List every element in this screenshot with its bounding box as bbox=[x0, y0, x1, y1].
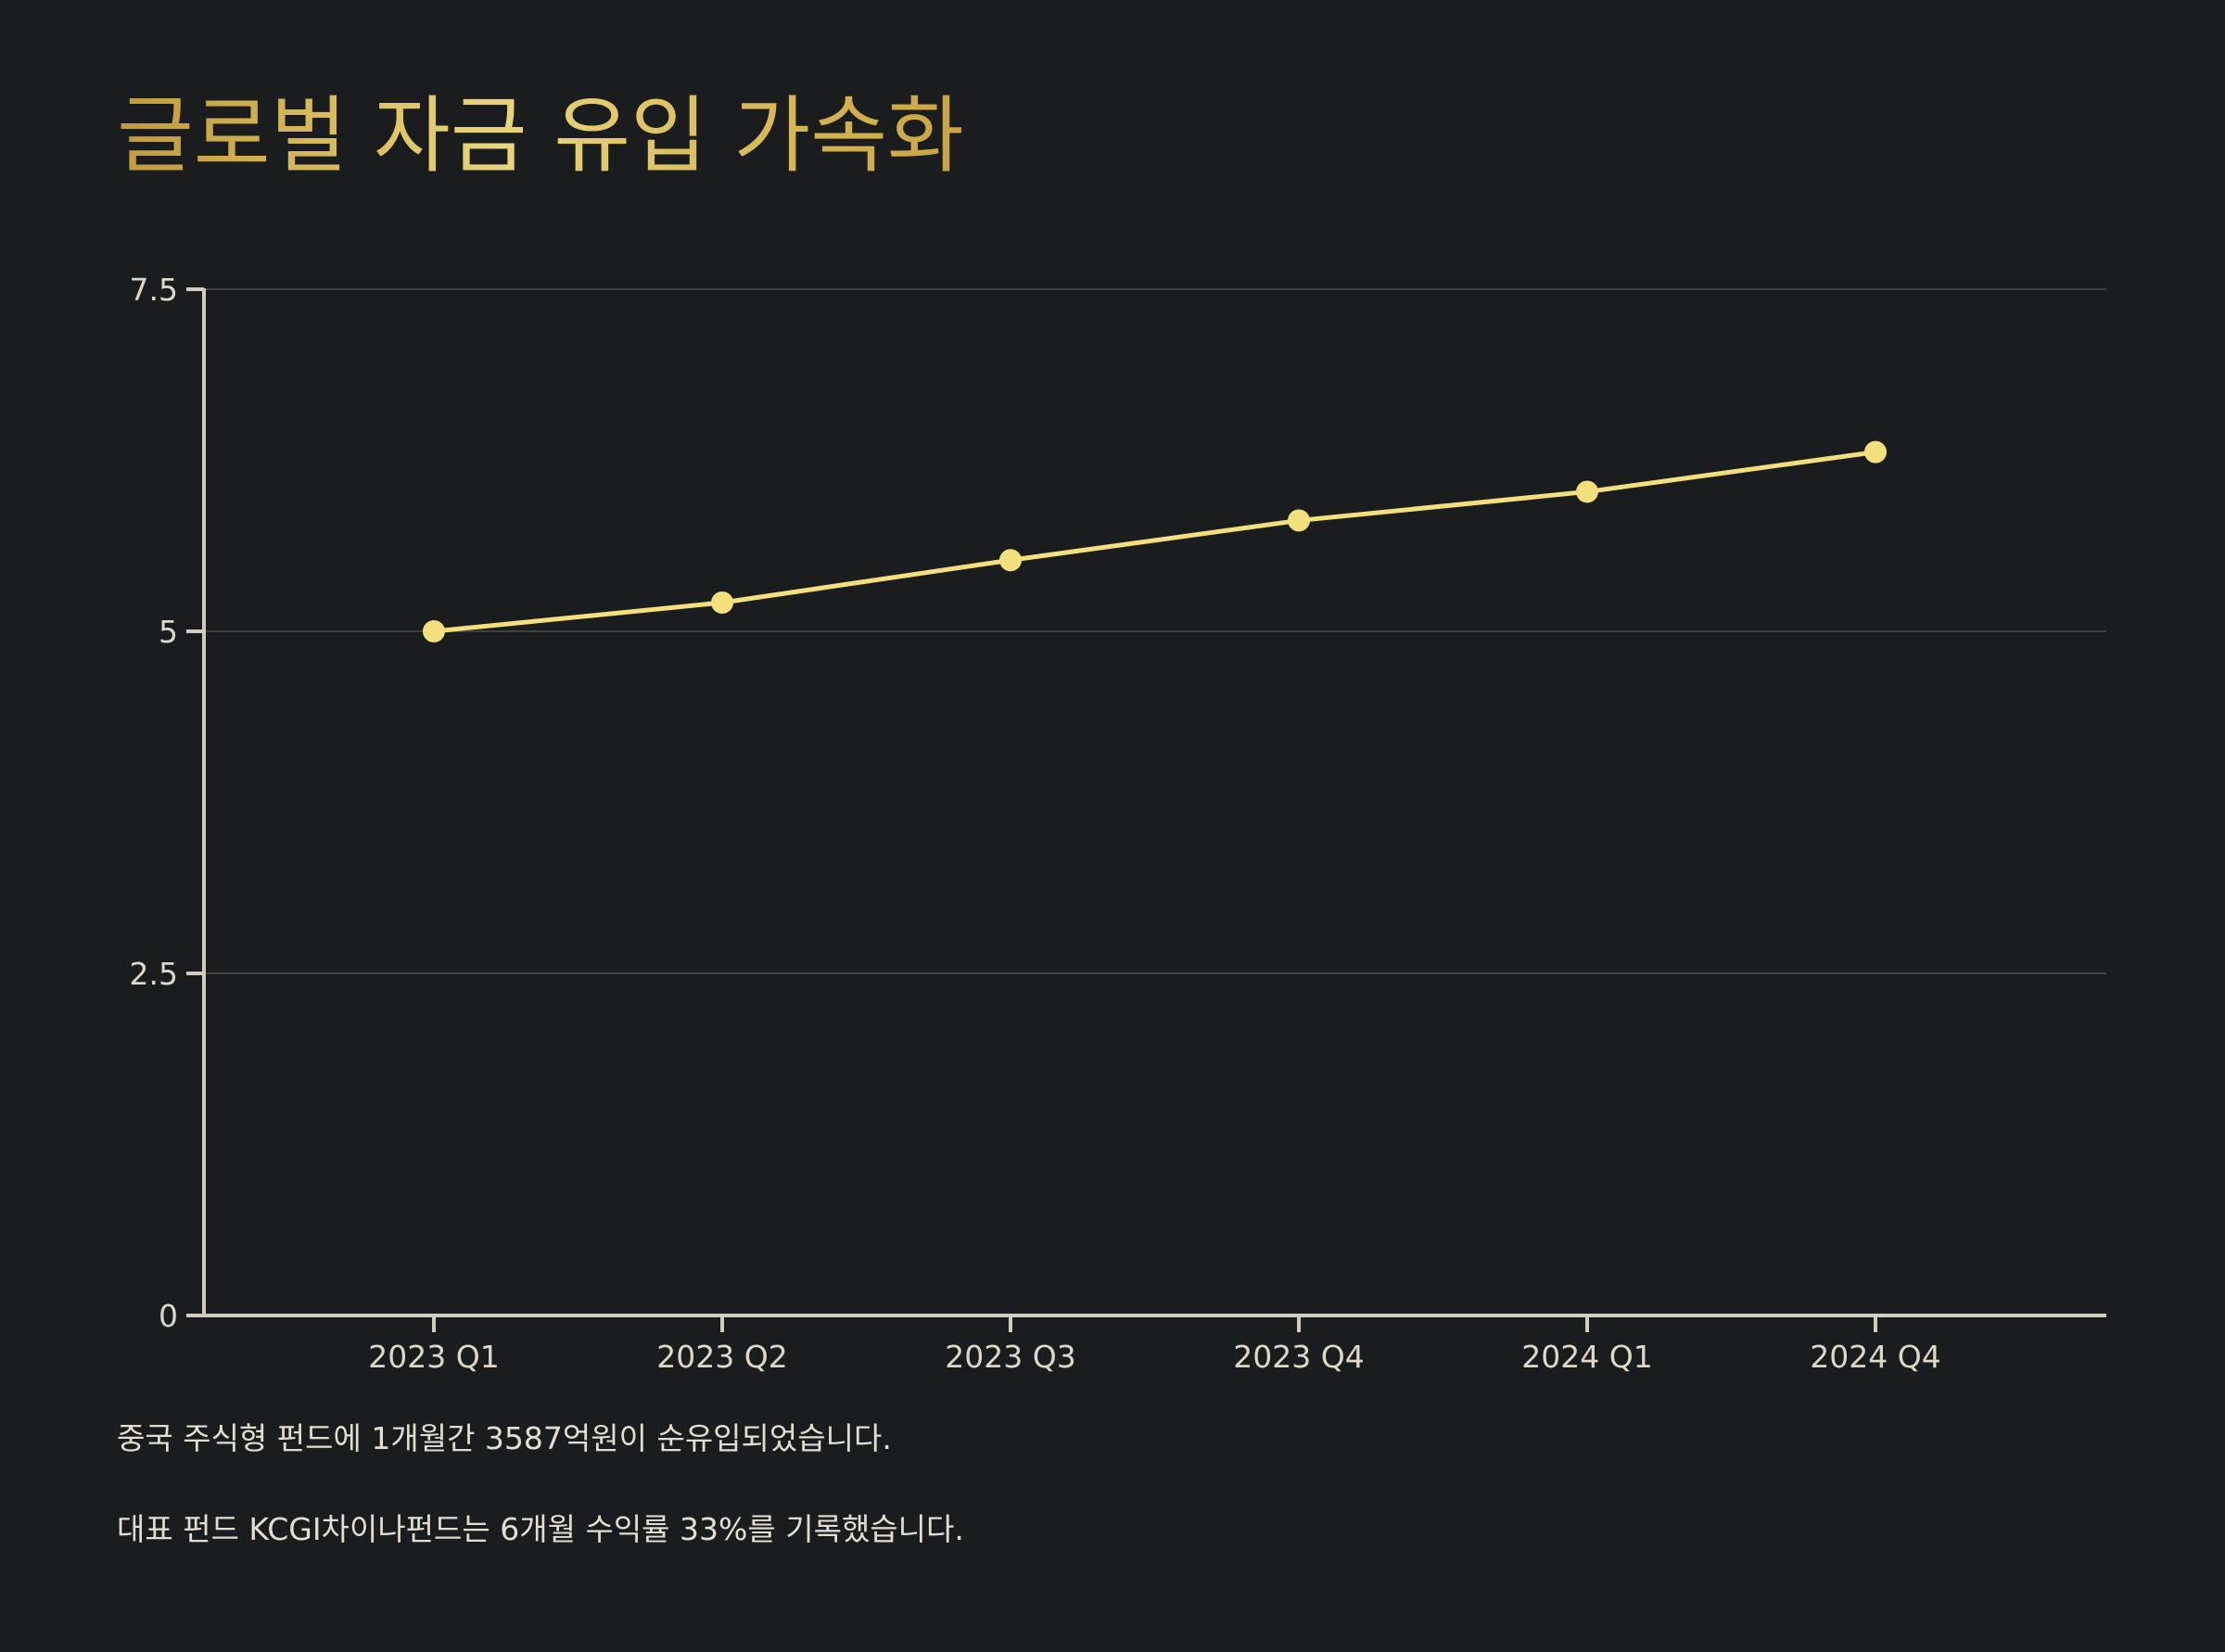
x-tick-label-3: 2023 Q4 bbox=[1233, 1339, 1364, 1375]
x-tick-label-1: 2023 Q2 bbox=[656, 1339, 787, 1375]
data-point-0-0 bbox=[423, 620, 445, 642]
chart-title: 글로벌 자금 유입 가속화 bbox=[117, 85, 964, 187]
y-tick-label-1: 2.5 bbox=[130, 956, 178, 992]
y-tick-label-2: 5 bbox=[159, 614, 178, 650]
axes bbox=[186, 287, 2106, 1332]
x-tick-label-5: 2024 Q4 bbox=[1810, 1339, 1940, 1375]
series-line-layer bbox=[431, 450, 1878, 634]
data-point-0-3 bbox=[1288, 509, 1310, 532]
tick-labels: 0 2.5 5 7.5 2023 Q1 2023 Q2 2023 Q3 2023 Q4 2024… bbox=[130, 272, 1941, 1375]
footnote-fund-return: 대표 펀드 KCGI차이나펀드는 6개월 수익률 33%를 기록했습니다. bbox=[117, 1511, 964, 1547]
series-line-0 bbox=[431, 450, 1878, 634]
data-point-0-1 bbox=[711, 591, 733, 615]
x-tick-label-4: 2024 Q1 bbox=[1521, 1339, 1652, 1375]
x-tick-label-0: 2023 Q1 bbox=[368, 1339, 499, 1375]
data-point-0-4 bbox=[1576, 480, 1598, 503]
footnote-inflow: 중국 주식형 펀드에 1개월간 3587억원이 순유입되었습니다. bbox=[117, 1420, 892, 1456]
data-point-0-2 bbox=[999, 549, 1022, 572]
x-tick-label-2: 2023 Q3 bbox=[945, 1339, 1075, 1375]
data-point-0-5 bbox=[1864, 440, 1887, 464]
y-tick-label-0: 0 bbox=[159, 1298, 178, 1334]
gridlines bbox=[204, 288, 2106, 974]
data-points bbox=[423, 440, 1887, 642]
y-tick-label-3: 7.5 bbox=[130, 272, 178, 308]
